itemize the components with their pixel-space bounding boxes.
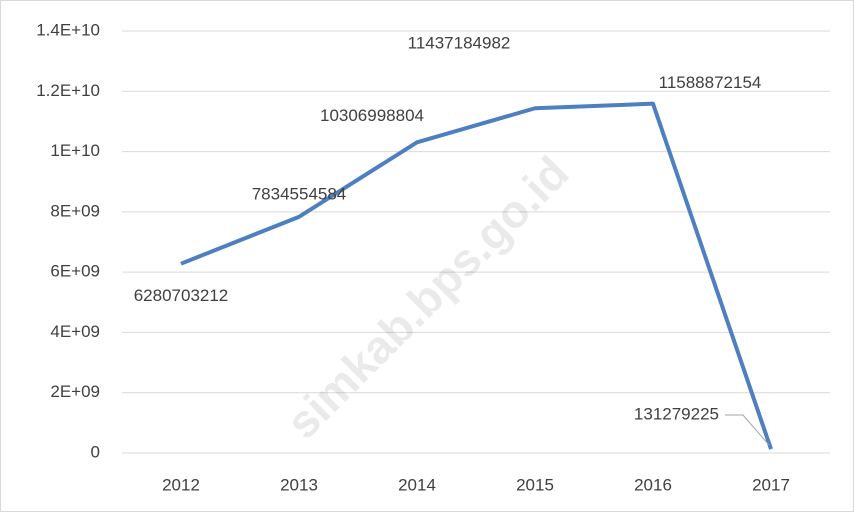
data-label: 131279225 xyxy=(634,405,719,424)
y-tick-label: 1E+10 xyxy=(50,141,100,160)
y-tick-label: 4E+09 xyxy=(50,322,100,341)
x-tick-label: 2016 xyxy=(634,475,672,494)
y-tick-label: 1.2E+10 xyxy=(36,81,100,100)
x-tick-label: 2015 xyxy=(516,475,554,494)
y-tick-label: 1.4E+10 xyxy=(36,20,100,39)
data-label: 7834554584 xyxy=(252,184,347,203)
y-tick-label: 2E+09 xyxy=(50,382,100,401)
x-tick-label: 2014 xyxy=(398,475,436,494)
y-tick-label: 0 xyxy=(91,442,100,461)
data-label: 6280703212 xyxy=(134,286,229,305)
y-tick-label: 8E+09 xyxy=(50,201,100,220)
leader-line xyxy=(725,414,770,446)
data-label: 11588872154 xyxy=(659,73,762,92)
data-line xyxy=(180,101,773,450)
y-tick-label: 6E+09 xyxy=(50,262,100,281)
x-tick-label: 2013 xyxy=(280,475,318,494)
data-label: 10306998804 xyxy=(320,106,424,125)
data-label: 11437184982 xyxy=(408,34,511,53)
x-tick-label: 2017 xyxy=(752,475,790,494)
x-tick-label: 2012 xyxy=(162,475,200,494)
